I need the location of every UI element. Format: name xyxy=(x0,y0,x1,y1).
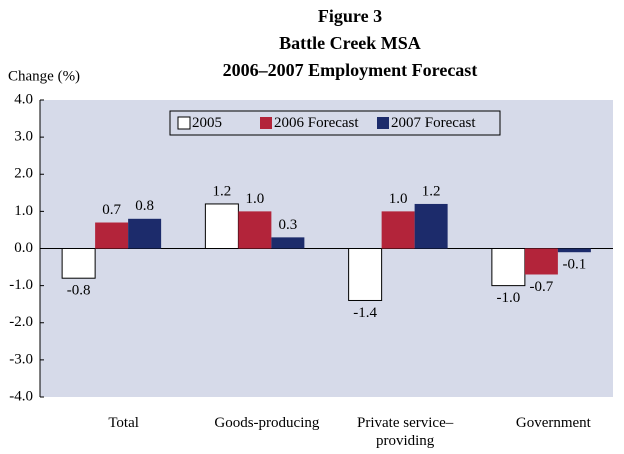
bar xyxy=(95,222,129,249)
chart-title: Figure 3 xyxy=(318,6,382,26)
bar xyxy=(414,203,448,249)
bar xyxy=(524,248,558,275)
chart-title: 2006–2007 Employment Forecast xyxy=(223,60,478,80)
bar xyxy=(557,248,591,253)
y-tick-label: -2.0 xyxy=(9,314,33,330)
y-tick-label: 2.0 xyxy=(14,166,33,182)
data-label: -1.4 xyxy=(353,305,377,321)
bar xyxy=(128,218,162,249)
data-label: 1.2 xyxy=(213,183,232,199)
bar xyxy=(204,203,239,249)
legend-label: 2006 Forecast xyxy=(274,115,359,131)
y-tick-label: -3.0 xyxy=(9,351,33,367)
data-label: 0.3 xyxy=(279,217,298,233)
x-tick-label: Total xyxy=(108,415,139,431)
data-label: -0.8 xyxy=(67,283,91,299)
y-tick-label: 1.0 xyxy=(14,203,33,219)
y-tick-label: 4.0 xyxy=(14,91,33,107)
legend-box xyxy=(169,110,501,136)
data-label: -0.7 xyxy=(530,279,554,295)
chart-title: Battle Creek MSA xyxy=(279,33,421,53)
legend-swatch xyxy=(260,117,272,129)
legend-label: 2007 Forecast xyxy=(391,115,476,131)
y-axis-label: Change (%) xyxy=(8,68,80,84)
legend-swatch xyxy=(177,116,191,130)
legend-swatch xyxy=(377,117,389,129)
data-label: 1.0 xyxy=(246,191,265,207)
bar xyxy=(61,248,96,279)
x-tick-label: Government xyxy=(515,415,591,431)
x-tick-label: Goods-producing xyxy=(214,415,320,431)
y-tick-label: 3.0 xyxy=(14,129,33,145)
y-tick-label: 0.0 xyxy=(14,240,33,256)
data-label: 1.0 xyxy=(389,191,408,207)
bar xyxy=(271,237,305,249)
y-tick-label: -4.0 xyxy=(9,388,33,404)
data-label: -1.0 xyxy=(497,290,521,306)
bar xyxy=(381,211,415,249)
bar xyxy=(491,248,526,287)
bar xyxy=(238,211,272,249)
data-label: 0.8 xyxy=(135,198,154,214)
bar xyxy=(348,248,383,301)
data-label: 1.2 xyxy=(422,183,441,199)
data-label: -0.1 xyxy=(563,257,587,273)
data-label: 0.7 xyxy=(102,202,121,218)
x-tick-label: Private service–providing xyxy=(357,415,454,449)
legend-label: 2005 xyxy=(192,115,222,131)
y-tick-label: -1.0 xyxy=(9,277,33,293)
